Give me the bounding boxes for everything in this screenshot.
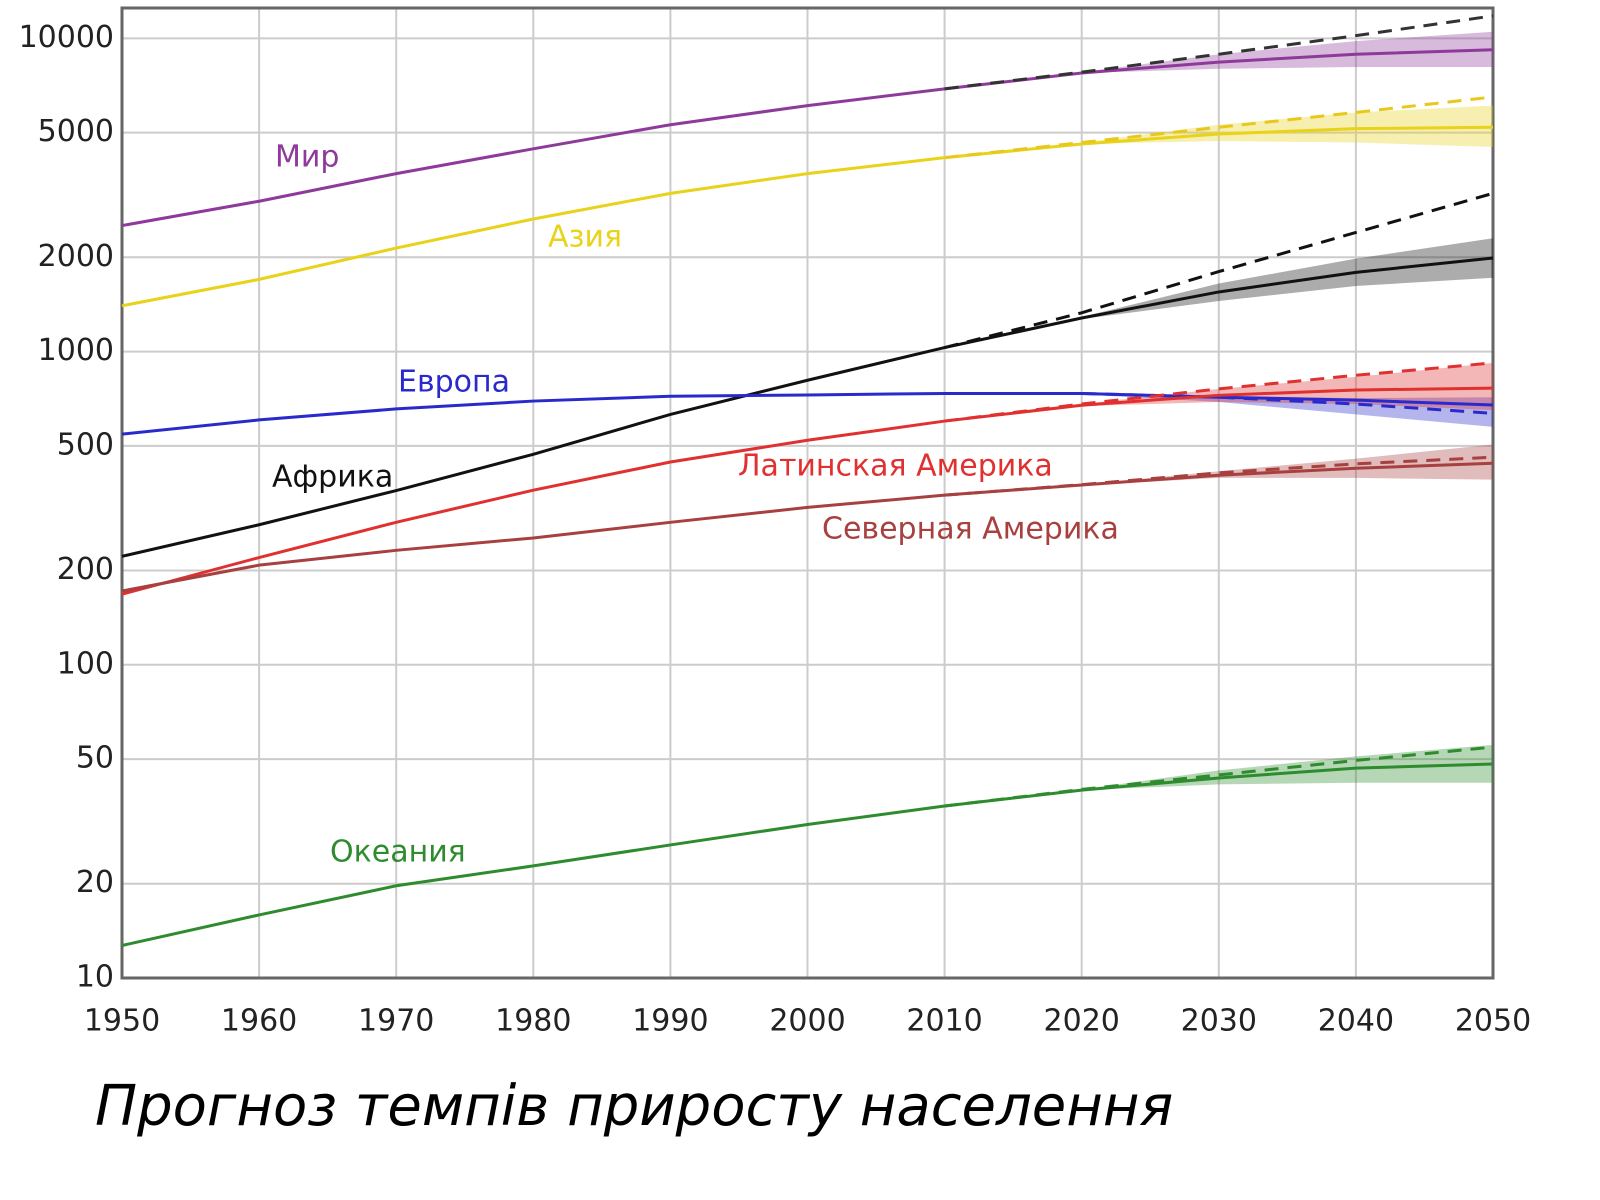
- high-variant-line: [944, 14, 1494, 91]
- series-line: [121, 125, 1494, 308]
- x-tick-label: 2010: [906, 1004, 982, 1039]
- y-tick-label: 50: [76, 741, 114, 776]
- uncertainty-band: [1081, 31, 1493, 74]
- chart-title: Прогноз темпів приросту населення: [95, 1074, 1173, 1139]
- series-line: [121, 391, 1494, 436]
- x-tick-label: 1980: [495, 1004, 571, 1039]
- series-label: Северная Америка: [822, 512, 1119, 547]
- high-variant-line: [944, 361, 1494, 423]
- y-tick-label: 20: [76, 865, 114, 900]
- high-variant-line: [944, 191, 1494, 350]
- x-tick-label: 1960: [221, 1004, 297, 1039]
- x-tick-label: 1970: [358, 1004, 434, 1039]
- x-tick-label: 2050: [1455, 1004, 1531, 1039]
- series-line: [121, 386, 1494, 596]
- y-tick-label: 5000: [38, 114, 114, 149]
- x-tick-label: 2040: [1318, 1004, 1394, 1039]
- y-tick-label: 200: [57, 552, 114, 587]
- series-label: Океания: [330, 835, 466, 870]
- series-label: Мир: [275, 140, 339, 175]
- y-tick-label: 100: [57, 646, 114, 681]
- series-line: [121, 461, 1494, 593]
- y-tick-label: 1000: [38, 333, 114, 368]
- series-label: Европа: [398, 365, 510, 400]
- plot-frame: [120, 6, 1495, 980]
- y-tick-label: 10000: [19, 20, 114, 55]
- series-line: [121, 256, 1494, 558]
- y-tick-label: 10: [76, 960, 114, 995]
- series-label: Африка: [272, 460, 393, 495]
- x-tick-label: 1990: [632, 1004, 708, 1039]
- y-tick-label: 2000: [38, 239, 114, 274]
- series-label: Латинская Америка: [738, 449, 1053, 484]
- high-variant-line: [944, 745, 1494, 808]
- series-line: [121, 762, 1494, 947]
- x-tick-label: 2030: [1181, 1004, 1257, 1039]
- x-tick-label: 2000: [769, 1004, 845, 1039]
- series-label: Азия: [548, 220, 622, 255]
- y-tick-label: 500: [57, 427, 114, 462]
- x-tick-label: 2020: [1044, 1004, 1120, 1039]
- series-line: [121, 48, 1494, 228]
- x-tick-label: 1950: [84, 1004, 160, 1039]
